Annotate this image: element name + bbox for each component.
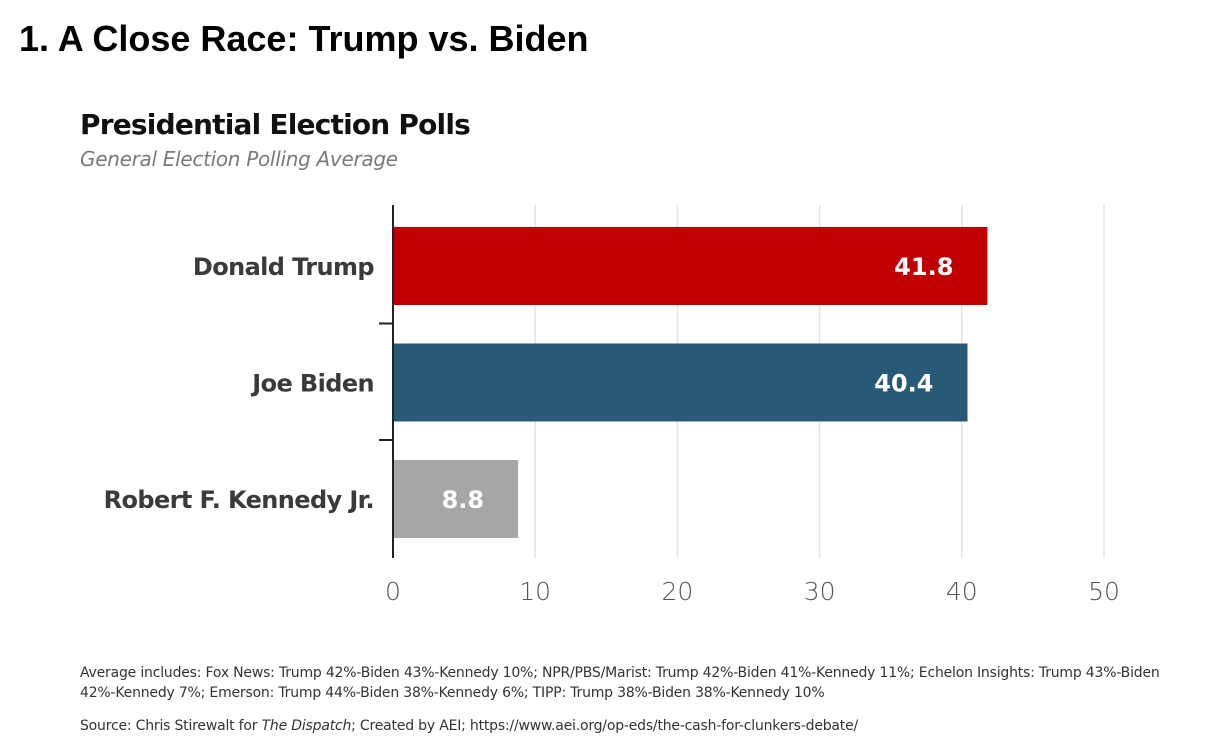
x-tick-label-50: 50 <box>1088 577 1120 606</box>
value-label-2: 8.8 <box>442 486 485 514</box>
chart-title: Presidential Election Polls <box>80 108 471 141</box>
y-axis <box>379 205 394 558</box>
category-labels: Donald Trump Joe Biden Robert F. Kennedy J… <box>104 253 375 514</box>
source-prefix: Source: Chris Stirewalt for <box>80 718 262 734</box>
category-label-0: Donald Trump <box>193 253 375 281</box>
bars <box>393 227 988 538</box>
x-tick-label-30: 30 <box>804 577 836 606</box>
category-label-2: Robert F. Kennedy Jr. <box>104 486 374 514</box>
value-label-0: 41.8 <box>894 253 953 281</box>
source-publication: The Dispatch <box>261 718 352 734</box>
page-heading: 1. A Close Race: Trump vs. Biden <box>19 18 589 59</box>
bar-2 <box>393 460 519 538</box>
x-tick-labels: 0 10 20 30 40 50 <box>385 577 1120 606</box>
bar-1 <box>393 343 968 422</box>
x-tick-label-0: 0 <box>385 577 401 606</box>
value-label-1: 40.4 <box>874 370 933 398</box>
x-tick-label-10: 10 <box>519 577 551 606</box>
source-line: Source: Chris Stirewalt for The Dispatch… <box>80 716 1160 736</box>
source-suffix: ; Created by AEI; https://www.aei.org/op… <box>351 718 859 734</box>
polling-note: Average includes: Fox News: Trump 42%-Bi… <box>80 665 1160 701</box>
bar-chart: Donald Trump Joe Biden Robert F. Kennedy J… <box>104 205 1120 606</box>
chart-subtitle: General Election Polling Average <box>80 147 398 171</box>
category-label-1: Joe Biden <box>250 370 374 398</box>
bar-0 <box>393 227 988 305</box>
x-tick-label-40: 40 <box>946 577 978 606</box>
x-tick-label-20: 20 <box>661 577 693 606</box>
value-labels: 41.8 40.4 8.8 <box>442 253 954 514</box>
